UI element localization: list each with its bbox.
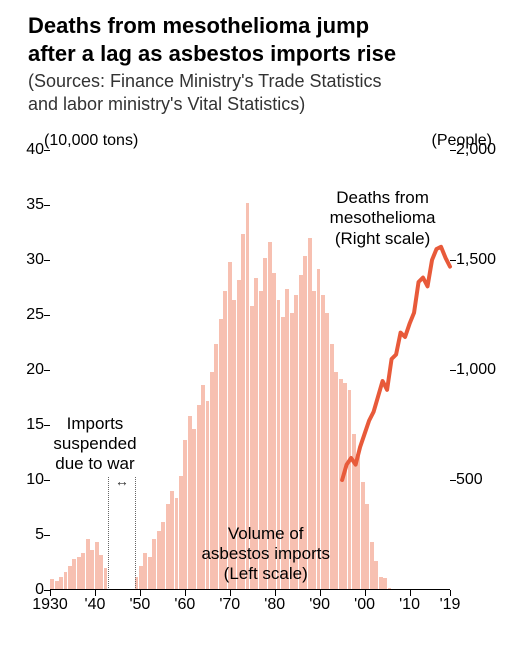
y-right-tick-mark	[450, 260, 456, 261]
annotation-volume-label: Volume ofasbestos imports(Left scale)	[196, 524, 336, 585]
x-tick-mark	[320, 590, 321, 596]
x-tick-mark	[95, 590, 96, 596]
x-tick-mark	[140, 590, 141, 596]
plot-area: (10,000 tons) (People) 0510152025303540 …	[50, 150, 450, 590]
y-right-tick-label: 1,000	[450, 361, 496, 379]
x-tick-mark	[365, 590, 366, 596]
annotation-deaths-label: Deaths frommesothelioma(Right scale)	[313, 188, 453, 249]
y-right-tick-mark	[450, 370, 456, 371]
x-tick-mark	[230, 590, 231, 596]
y-right-tick-label: 1,500	[450, 251, 496, 269]
y-right-tick-mark	[450, 480, 456, 481]
chart-container: Deaths from mesothelioma jumpafter a lag…	[0, 0, 505, 660]
annotation-imports-suspended: Importssuspendeddue to war	[25, 414, 165, 475]
war-bracket-arrow: ↔	[115, 473, 129, 489]
subtitle-text: (Sources: Finance Ministry's Trade Stati…	[28, 71, 382, 114]
x-tick-mark	[410, 590, 411, 596]
x-tick-mark	[450, 590, 451, 596]
chart-subtitle: (Sources: Finance Ministry's Trade Stati…	[28, 70, 382, 117]
chart-title: Deaths from mesothelioma jumpafter a lag…	[28, 12, 396, 67]
x-tick-mark	[50, 590, 51, 596]
y-right-tick-label: 2,000	[450, 141, 496, 159]
x-tick-mark	[275, 590, 276, 596]
deaths-line-path	[342, 247, 450, 480]
x-tick-mark	[185, 590, 186, 596]
x-axis-line	[50, 589, 450, 590]
title-line-1: Deaths from mesothelioma jumpafter a lag…	[28, 13, 396, 66]
left-axis-unit: (10,000 tons)	[44, 132, 138, 150]
y-right-tick-mark	[450, 150, 456, 151]
